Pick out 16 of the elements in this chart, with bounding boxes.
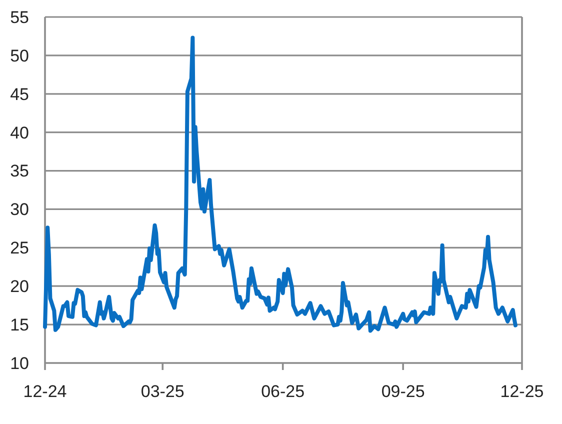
x-tick-label: 12-25 <box>500 382 544 401</box>
y-tick-label: 45 <box>10 84 29 104</box>
x-tick-label: 03-25 <box>140 382 184 401</box>
y-tick-label: 20 <box>10 277 29 296</box>
y-tick-label: 10 <box>10 354 29 373</box>
y-tick-label: 35 <box>10 162 29 181</box>
x-tick-label: 12-24 <box>23 382 67 401</box>
y-tick-label: 25 <box>10 238 29 258</box>
y-tick-label: 40 <box>10 123 29 142</box>
y-tick-label: 55 <box>10 8 29 27</box>
x-tick-label: 09-25 <box>381 382 425 401</box>
y-tick-label: 15 <box>10 316 29 335</box>
y-tick-label: 50 <box>10 46 29 66</box>
x-tick-label: 06-25 <box>261 382 305 401</box>
line-series <box>43 36 518 333</box>
y-tick-label: 30 <box>10 200 29 220</box>
